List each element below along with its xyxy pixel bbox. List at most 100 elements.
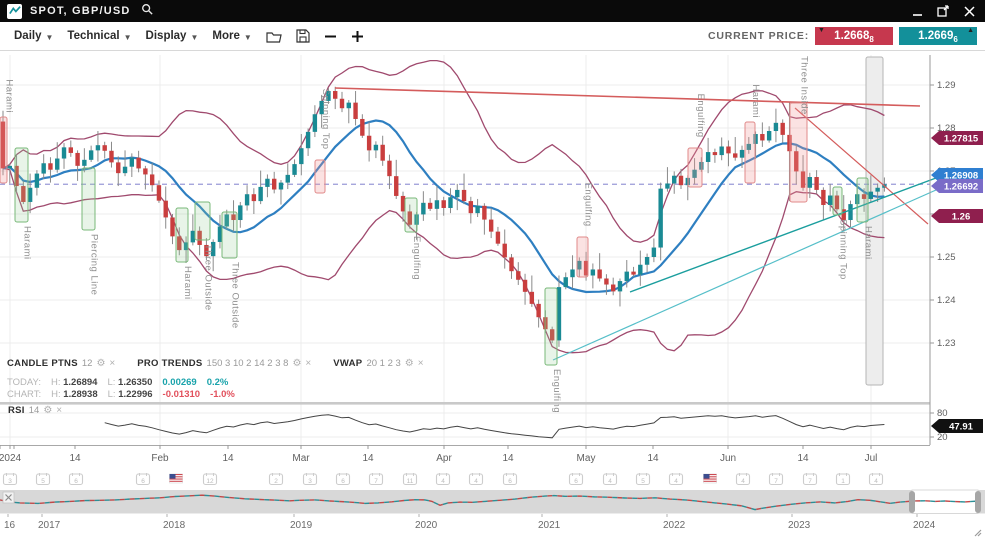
pattern-annotation[interactable]: Piercing Line: [81, 167, 100, 295]
candle-body: [658, 188, 663, 248]
calendar-event-icon[interactable]: 4: [668, 473, 684, 486]
calendar-event-icon[interactable]: 7: [768, 473, 784, 486]
remove-indicator-icon[interactable]: ×: [109, 357, 116, 369]
gear-icon[interactable]: ⚙: [292, 357, 302, 369]
trendline[interactable]: [334, 87, 921, 107]
x-axis-tick-label: Feb: [151, 453, 169, 464]
pattern-annotation[interactable]: Engulfing: [404, 197, 422, 280]
pattern-annotation[interactable]: Spinning Top: [314, 89, 331, 194]
remove-indicator-icon[interactable]: ×: [305, 357, 312, 369]
pattern-annotation[interactable]: Harami: [175, 207, 193, 300]
pattern-label: Harami: [22, 226, 33, 260]
calendar-event-icon[interactable]: 5: [35, 473, 51, 486]
calendar-event-icon[interactable]: 6: [68, 473, 84, 486]
navigator-right-handle[interactable]: [975, 491, 981, 513]
pattern-annotation[interactable]: Harami: [0, 79, 15, 184]
us-flag-icon[interactable]: [703, 473, 717, 484]
candle-body: [861, 194, 867, 199]
calendar-event-icon[interactable]: 4: [435, 473, 451, 486]
candle-body: [441, 200, 446, 208]
calendar-event-icon[interactable]: 3: [2, 473, 18, 486]
main-chart[interactable]: Harami Harami Piercing Line Harami Three Out…: [0, 50, 985, 490]
calendar-event-icon[interactable]: 4: [868, 473, 884, 486]
candle-body: [468, 201, 474, 214]
candle-body: [475, 205, 480, 214]
remove-indicator-icon[interactable]: ×: [56, 404, 63, 416]
menu-more[interactable]: More ▼: [212, 30, 252, 42]
event-count: 6: [74, 478, 78, 485]
timeline-navigator[interactable]: 16 2017 2018 2019 2020 2021 2022 2023 2024: [0, 489, 985, 539]
navigator-band[interactable]: [0, 490, 985, 514]
calendar-event-icon[interactable]: 6: [568, 473, 584, 486]
trendline[interactable]: [629, 177, 937, 293]
rsi-value-badge: 47.91: [931, 419, 983, 433]
save-icon[interactable]: [296, 29, 310, 43]
x-axis-tick-label: 14: [362, 453, 374, 464]
trendline[interactable]: [794, 107, 929, 225]
trendline[interactable]: [552, 189, 937, 361]
minimize-icon[interactable]: [911, 5, 923, 17]
remove-indicator-icon[interactable]: ×: [417, 357, 424, 369]
event-count: 6: [508, 478, 512, 485]
calendar-event-icon[interactable]: 7: [368, 473, 384, 486]
gear-icon[interactable]: ⚙: [404, 357, 414, 369]
candle-body: [719, 146, 724, 156]
pattern-annotation[interactable]: Three Outside: [221, 211, 241, 329]
pattern-annotation[interactable]: Harami: [14, 147, 33, 260]
pattern-annotation[interactable]: Spinning Top: [832, 186, 849, 280]
pattern-annotation[interactable]: Three Outside: [194, 201, 214, 311]
candle-body: [251, 194, 257, 202]
search-icon[interactable]: [141, 2, 153, 20]
calendar-event-icon[interactable]: 3: [302, 473, 318, 486]
candle-body: [773, 122, 779, 132]
candle-body: [163, 200, 168, 218]
close-icon[interactable]: [963, 5, 975, 17]
calendar-event-icon[interactable]: 4: [468, 473, 484, 486]
menu-daily[interactable]: Daily ▼: [14, 30, 54, 42]
candle-body: [116, 162, 121, 174]
pattern-annotation[interactable]: Harami: [856, 177, 874, 260]
menu-display[interactable]: Display ▼: [145, 30, 199, 42]
gear-icon[interactable]: ⚙: [96, 357, 106, 369]
calendar-event-icon[interactable]: 7: [802, 473, 818, 486]
event-count: 6: [341, 478, 345, 485]
navigator-close-icon[interactable]: [2, 491, 15, 504]
calendar-event-icon[interactable]: 6: [502, 473, 518, 486]
calendar-event-icon[interactable]: 5: [635, 473, 651, 486]
pattern-annotation[interactable]: Three Inside: [789, 56, 810, 203]
pattern-annotation[interactable]: Engulfing: [544, 287, 562, 413]
app-logo-icon: [7, 3, 22, 19]
calendar-event-icon[interactable]: 11: [402, 473, 418, 486]
candle-body: [265, 178, 270, 187]
calendar-event-icon[interactable]: 12: [202, 473, 218, 486]
calendar-event-icon[interactable]: 1: [835, 473, 851, 486]
candle-body: [787, 134, 792, 152]
calendar-event-icon[interactable]: 6: [135, 473, 151, 486]
gear-icon[interactable]: ⚙: [43, 404, 53, 416]
calendar-event-icon[interactable]: 2: [268, 473, 284, 486]
open-folder-icon[interactable]: [266, 30, 282, 43]
calendar-event-icon[interactable]: 4: [735, 473, 751, 486]
event-count: 3: [8, 478, 12, 485]
candle-body: [0, 121, 6, 169]
calendar-event-icon[interactable]: 4: [602, 473, 618, 486]
pattern-annotation[interactable]: Engulfing: [576, 183, 594, 278]
menu-technical[interactable]: Technical ▼: [67, 30, 132, 42]
event-count: 5: [41, 478, 45, 485]
calendar-event-icon[interactable]: 6: [335, 473, 351, 486]
candle-body: [75, 152, 80, 166]
candle-body: [407, 211, 412, 225]
popout-icon[interactable]: [937, 5, 949, 17]
zoom-out-icon[interactable]: [324, 30, 337, 43]
pane-divider[interactable]: [0, 402, 930, 405]
candle-body: [448, 197, 453, 208]
zoom-in-icon[interactable]: [351, 30, 364, 43]
pattern-box: [404, 197, 418, 233]
us-flag-icon[interactable]: [169, 473, 183, 484]
candle-body: [536, 303, 541, 318]
resize-grip-icon[interactable]: [974, 529, 982, 537]
navigator-left-handle[interactable]: [909, 491, 915, 513]
candle-body: [461, 189, 467, 202]
pattern-annotation[interactable]: Harami: [744, 84, 761, 184]
pattern-annotation[interactable]: Engulfing: [687, 94, 706, 188]
